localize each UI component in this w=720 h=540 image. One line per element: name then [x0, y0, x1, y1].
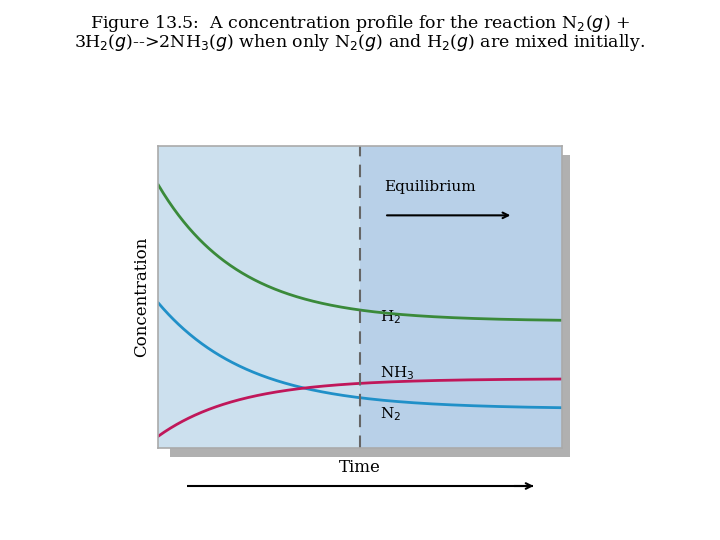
- Text: 3H$_2$($g$)-->2NH$_3$($g$) when only N$_2$($g$) and H$_2$($g$) are mixed initial: 3H$_2$($g$)-->2NH$_3$($g$) when only N$_…: [74, 32, 646, 53]
- Text: Time: Time: [339, 460, 381, 476]
- Text: NH$_3$: NH$_3$: [380, 364, 415, 382]
- Y-axis label: Concentration: Concentration: [133, 237, 150, 357]
- Text: Equilibrium: Equilibrium: [384, 180, 476, 194]
- Text: Figure 13.5:  A concentration profile for the reaction N$_2$($g$) +: Figure 13.5: A concentration profile for…: [90, 14, 630, 35]
- Bar: [360, 146, 562, 448]
- Text: N$_2$: N$_2$: [380, 405, 401, 423]
- Text: H$_2$: H$_2$: [380, 308, 401, 326]
